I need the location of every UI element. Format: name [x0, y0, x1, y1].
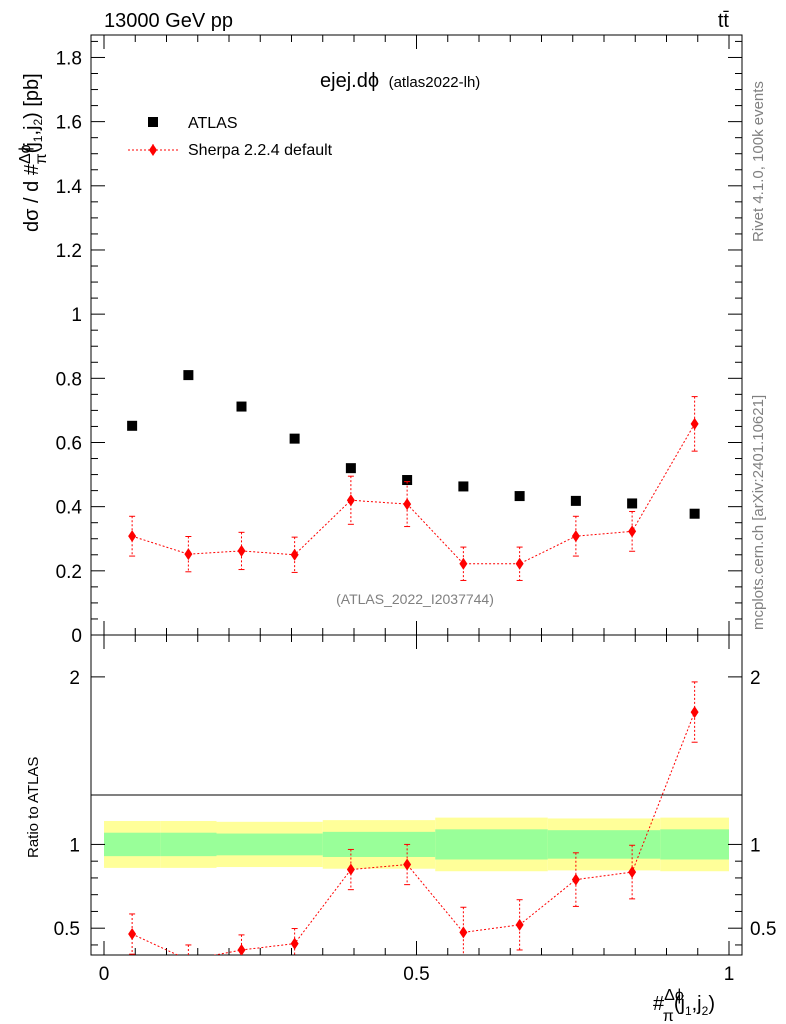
sherpa-errbar	[238, 531, 245, 571]
sherpa-point	[184, 548, 193, 561]
y-tick-label: 0.2	[56, 562, 82, 583]
ratio-axis-label: Ratio to ATLAS	[25, 757, 42, 858]
svg-text:#Δϕπ(j1,j2): #Δϕ π(j1,j2)	[653, 987, 715, 1024]
legend-sherpa-marker	[149, 144, 157, 156]
ratio-band-inner	[104, 829, 729, 860]
atlas-point	[689, 508, 700, 519]
sherpa-point	[459, 557, 468, 570]
chart-title: ejej.dϕ (atlas2022-lh)	[320, 70, 480, 92]
ratio-errbar	[185, 944, 192, 955]
legend-atlas-marker	[148, 117, 158, 127]
y-tick-label: 1.2	[56, 241, 82, 262]
y-tick-label: 0.8	[56, 369, 82, 390]
y-axis-label: dσ / d #Δϕπ(j1,j2) [pb]	[17, 73, 50, 232]
sherpa-errbar	[129, 515, 136, 557]
band-inner-bin	[660, 829, 729, 860]
ratio-tick-label-left: 2	[69, 668, 80, 689]
y-tick-label: 1.8	[56, 48, 82, 69]
sherpa-errbar	[572, 515, 579, 557]
rivet-version-label: Rivet 4.1.0, 100k events	[750, 81, 767, 242]
sherpa-point	[290, 548, 299, 561]
ratio-clip-group	[128, 681, 699, 955]
ratio-point	[571, 873, 580, 886]
band-inner-bin	[216, 833, 267, 856]
mcplots-label: mcplots.cern.ch [arXiv:2401.10621]	[750, 395, 767, 630]
ratio-errbar	[629, 844, 636, 900]
band-inner-bin	[491, 829, 548, 860]
y-tick-label: 0	[71, 626, 82, 647]
sherpa-point	[571, 530, 580, 543]
ratio-tick-label-left: 1	[69, 835, 80, 856]
y-tick-labels: 0 0.2 0.4 0.6 0.8 1 1.2 1.4 1.6 1.8	[56, 48, 83, 647]
atlas-series	[127, 370, 700, 519]
x-axis-label: #Δϕ π(j1,j2)	[653, 987, 715, 1024]
sherpa-point	[237, 544, 246, 557]
legend-atlas-label: ATLAS	[188, 115, 238, 132]
ratio-tick-labels: 0.5 0.5 1 1 2 2	[54, 668, 777, 940]
atlas-point	[627, 498, 638, 509]
band-inner-bin	[104, 832, 161, 857]
atlas-point	[570, 495, 581, 506]
ratio-errbar	[291, 928, 298, 955]
sherpa-point	[128, 530, 137, 543]
axis-ticks	[91, 35, 742, 955]
atlas-point	[127, 420, 138, 431]
x-tick-label: 0	[99, 964, 110, 985]
x-tick-label: 1	[724, 964, 735, 985]
ratio-point	[237, 943, 246, 955]
atlas-point	[458, 481, 469, 492]
y-tick-label: 1.6	[56, 113, 82, 134]
atlas-point	[236, 401, 247, 412]
ratio-point	[690, 706, 699, 719]
band-inner-bin	[322, 831, 379, 857]
svg-text:dσ / d #Δϕπ(j1,j2) [pb]: dσ / d #Δϕπ(j1,j2) [pb]	[17, 73, 50, 232]
analysis-watermark: (ATLAS_2022_I2037744)	[336, 591, 494, 607]
ratio-tick-label-left: 0.5	[54, 919, 80, 940]
ratio-series	[128, 681, 699, 955]
legend-sherpa-label: Sherpa 2.2.4 default	[188, 142, 333, 159]
y-tick-label: 0.4	[56, 498, 83, 519]
ratio-errbar	[238, 934, 245, 955]
atlas-point	[183, 370, 194, 381]
ratio-errbar	[691, 681, 698, 743]
band-inner-bin	[160, 832, 217, 857]
sherpa-point	[515, 557, 524, 570]
atlas-point	[289, 433, 300, 444]
x-tick-label: 0.5	[403, 964, 429, 985]
energy-label: 13000 GeV pp	[104, 10, 233, 32]
sherpa-errbar	[404, 481, 411, 528]
y-tick-label: 1	[71, 305, 82, 326]
sherpa-line	[131, 423, 696, 565]
y-tick-label: 0.6	[56, 433, 82, 454]
y-tick-label: 1.4	[56, 177, 83, 198]
sherpa-point	[690, 417, 699, 430]
ratio-point	[403, 858, 412, 871]
ratio-tick-label-right: 2	[750, 668, 761, 689]
ratio-point	[346, 863, 355, 876]
process-label: tt̄	[718, 10, 730, 32]
atlas-point	[402, 475, 413, 486]
ratio-tick-label-right: 0.5	[750, 919, 776, 940]
sherpa-series	[128, 396, 699, 581]
band-inner-bin	[435, 829, 492, 860]
ratio-point	[290, 937, 299, 950]
ratio-tick-label-right: 1	[750, 835, 761, 856]
atlas-point	[514, 491, 525, 502]
sherpa-point	[628, 525, 637, 538]
sherpa-point	[403, 498, 412, 511]
x-tick-labels: 0 0.5 1	[99, 964, 735, 985]
ratio-point	[128, 928, 137, 941]
ratio-point	[459, 926, 468, 939]
atlas-point	[345, 463, 356, 474]
sherpa-point	[346, 494, 355, 507]
sherpa-errbar	[691, 396, 698, 452]
sherpa-errbar	[629, 510, 636, 552]
band-inner-bin	[266, 833, 323, 856]
ratio-errbar	[572, 852, 579, 907]
ratio-point	[628, 866, 637, 879]
ratio-point	[515, 918, 524, 931]
